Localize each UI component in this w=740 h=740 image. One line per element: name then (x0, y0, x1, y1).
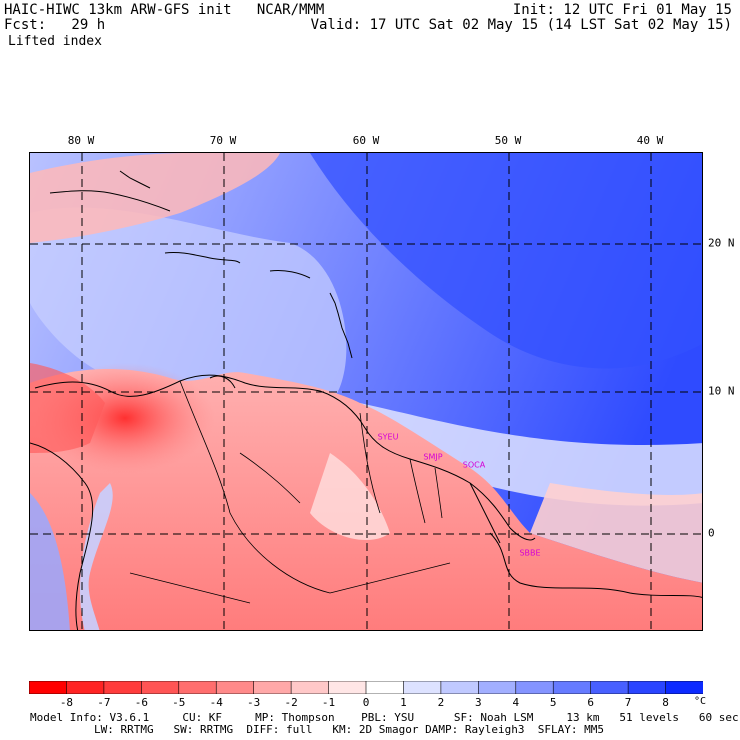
city-label-soca: SOCA (462, 460, 486, 470)
colorbar-swatch (627, 681, 667, 694)
lat-label-0: 0 (708, 526, 715, 540)
colorbar-tick-label: -3 (247, 696, 261, 709)
lon-label-50w: 50 W (494, 134, 522, 147)
interior-pale-region (310, 453, 390, 541)
colorbar-swatch (665, 681, 703, 694)
plot-title: HAIC-HIWC 13km ARW-GFS init NCAR/MMM (4, 2, 325, 18)
colorbar-swatch (178, 681, 218, 694)
colorbar-tick-label: 5 (549, 696, 557, 709)
colorbar-tick-label: -2 (284, 696, 298, 709)
graticule (30, 153, 702, 630)
andes-stable-ridge (80, 483, 113, 630)
atlantic-stable-region (310, 153, 702, 369)
map-panel (29, 152, 703, 631)
lon-label-60w: 60 W (352, 134, 380, 147)
colorbar-swatch (290, 681, 330, 694)
colorbar-swatch (253, 681, 292, 694)
valid-time: Valid: 17 UTC Sat 02 May 15 (14 LST Sat … (310, 17, 732, 33)
colorbar-tick-label: 2 (437, 696, 445, 709)
colorbar-swatch (328, 681, 367, 694)
lon-label-80w: 80 W (67, 134, 95, 147)
colorbar-tick-label: 3 (475, 696, 482, 709)
colorbar-tick-label: -6 (134, 696, 148, 709)
pacific-stable-strip (30, 493, 70, 630)
colorbar-tick-label: -5 (172, 696, 186, 709)
city-label-smjp: SMJP (423, 452, 443, 462)
colorbar-tick-label: 1 (400, 696, 407, 709)
southeast-ocean-region (530, 483, 702, 583)
colorbar-swatch (66, 681, 105, 694)
colorbar-tick-label: 8 (662, 696, 669, 709)
lat-label-20n: 20 N (708, 236, 735, 250)
colorbar-swatch (103, 681, 143, 694)
lon-label-40w: 40 W (636, 134, 664, 147)
colorbar-swatch (141, 681, 180, 694)
colorbar-tick-label: -7 (97, 696, 111, 709)
colorbar-swatch (552, 681, 592, 694)
colorbar-swatch (215, 681, 255, 694)
colorbar-swatch (515, 681, 555, 694)
colorbar-tick-label: -1 (321, 696, 336, 709)
lon-label-70w: 70 W (209, 134, 237, 147)
model-info-line1: Model Info: V3.6.1 CU: KF MP: Thompson P… (30, 711, 739, 724)
city-label-sbbe: SBBE (519, 548, 541, 558)
colorbar-swatch (29, 681, 68, 694)
colorbar-swatch (478, 681, 517, 694)
city-label-syeu: SYEU (377, 432, 399, 442)
caribbean-region (30, 207, 347, 406)
lifted-index-map (30, 153, 702, 630)
northern-unstable-band (30, 153, 280, 243)
colorbar-tick-label: -8 (59, 696, 74, 709)
colorbar-unit: °C (694, 696, 707, 707)
colorbar-swatch (440, 681, 480, 694)
country-borders (129, 380, 451, 604)
forecast-hour: Fcst: 29 h (4, 17, 106, 33)
colorbar-tick-label: 0 (362, 696, 370, 709)
coastlines (30, 170, 702, 630)
equatorial-ocean-band (360, 403, 702, 506)
field-name: Lifted index (8, 34, 102, 49)
colorbar-tick-label: 7 (624, 696, 632, 709)
colorbar-swatch (365, 681, 405, 694)
colorbar-tick-label: -4 (209, 696, 223, 709)
colorbar-swatch (590, 681, 629, 694)
colorbar-tick-label: 6 (587, 696, 594, 709)
colorbar-swatch (403, 681, 442, 694)
init-time: Init: 12 UTC Fri 01 May 15 (512, 2, 732, 18)
lat-label-10n: 10 N (708, 384, 735, 398)
central-america-core (30, 363, 105, 453)
colorbar (29, 681, 703, 694)
model-info-line2: LW: RRTMG SW: RRTMG DIFF: full KM: 2D Sm… (94, 723, 604, 736)
colorbar-tick-label: 4 (512, 696, 520, 709)
